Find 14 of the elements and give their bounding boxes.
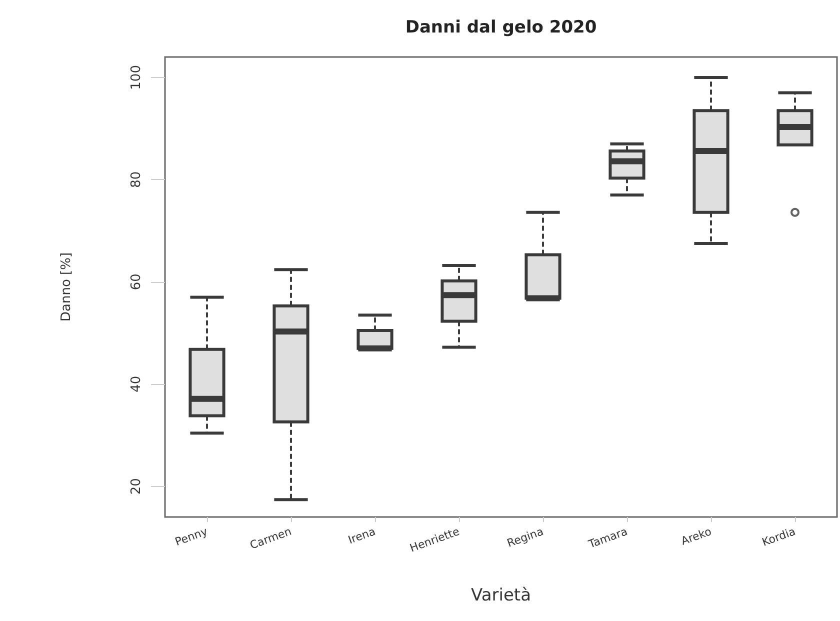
y-tick-label: 60 [129, 274, 144, 290]
y-tick-label: 40 [129, 376, 144, 392]
x-tick-label: Areko [679, 524, 714, 548]
y-axis-title: Danno [%] [59, 252, 74, 322]
y-tick-label: 80 [129, 171, 144, 188]
x-axis-title: Varietà [471, 586, 531, 606]
y-tick-label: 100 [129, 65, 144, 90]
x-tick-label: Irena [346, 524, 378, 547]
y-tick-label: 20 [129, 478, 144, 495]
x-tick-label: Penny [173, 524, 210, 549]
x-tick-label: Regina [505, 524, 546, 550]
chart-title: Danni dal gelo 2020 [405, 18, 597, 38]
x-tick-label: Tamara [586, 524, 630, 552]
x-tick-label: Kordia [760, 524, 798, 549]
